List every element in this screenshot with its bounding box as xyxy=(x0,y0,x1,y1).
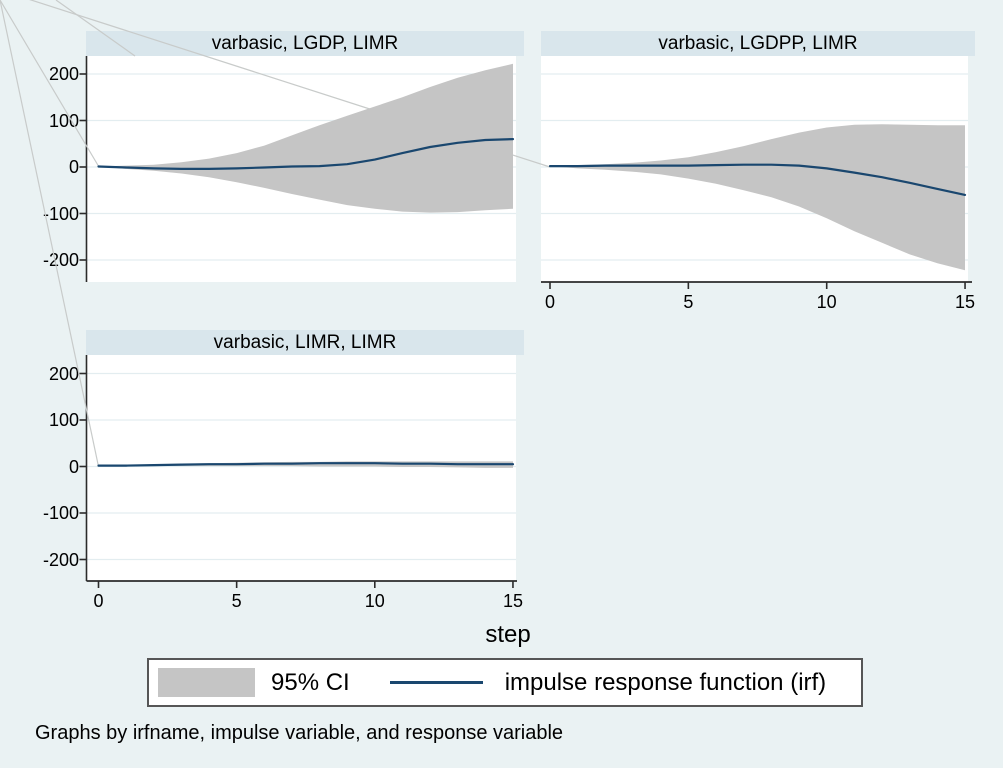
y-tick-label: -100 xyxy=(42,203,79,224)
plot-background xyxy=(87,56,516,282)
plot-background xyxy=(87,355,516,581)
ci-band xyxy=(98,461,513,468)
panel-title-limr-limr: varbasic, LIMR, LIMR xyxy=(86,330,524,355)
ci-swatch xyxy=(158,668,255,697)
irf-legend-label: impulse response function (irf) xyxy=(504,668,827,696)
ci-legend-label: 95% CI xyxy=(271,668,350,696)
legend: 95% CI impulse response function (irf) xyxy=(147,658,863,707)
y-tick-label: 0 xyxy=(68,157,79,177)
irf-line xyxy=(97,138,515,170)
x-tick-label: 10 xyxy=(364,591,385,611)
irf-line xyxy=(548,163,967,196)
ci-band xyxy=(550,124,965,271)
y-tick-label: -100 xyxy=(42,503,79,523)
irf-line-sample xyxy=(389,681,483,684)
panel-title-lgdp-limr: varbasic, LGDP, LIMR xyxy=(86,31,524,56)
x-tick-label: 10 xyxy=(816,292,837,312)
artifact-line xyxy=(29,0,551,168)
x-tick-label: 5 xyxy=(683,292,694,312)
y-tick-label: -200 xyxy=(42,250,79,270)
y-tick-label: 100 xyxy=(48,110,79,131)
x-tick-label: 0 xyxy=(93,591,104,611)
y-tick-label: 200 xyxy=(48,64,79,84)
x-axis-title: step xyxy=(485,621,531,648)
panel-title-lgdpp-limr: varbasic, LGDPP, LIMR xyxy=(541,31,975,56)
x-tick-label: 15 xyxy=(954,292,976,312)
x-tick-label: 0 xyxy=(544,292,555,312)
irf-line xyxy=(97,462,515,467)
y-tick-label: 0 xyxy=(68,456,79,477)
y-tick-label: 200 xyxy=(48,363,79,384)
x-tick-label: 15 xyxy=(502,591,524,611)
y-tick-label: 100 xyxy=(48,410,79,430)
ci-band xyxy=(98,63,513,213)
plot-background xyxy=(541,56,968,282)
y-tick-label: -200 xyxy=(42,549,79,570)
graphs-by-footnote: Graphs by irfname, impulse variable, and… xyxy=(35,722,564,744)
x-tick-label: 5 xyxy=(231,591,242,611)
